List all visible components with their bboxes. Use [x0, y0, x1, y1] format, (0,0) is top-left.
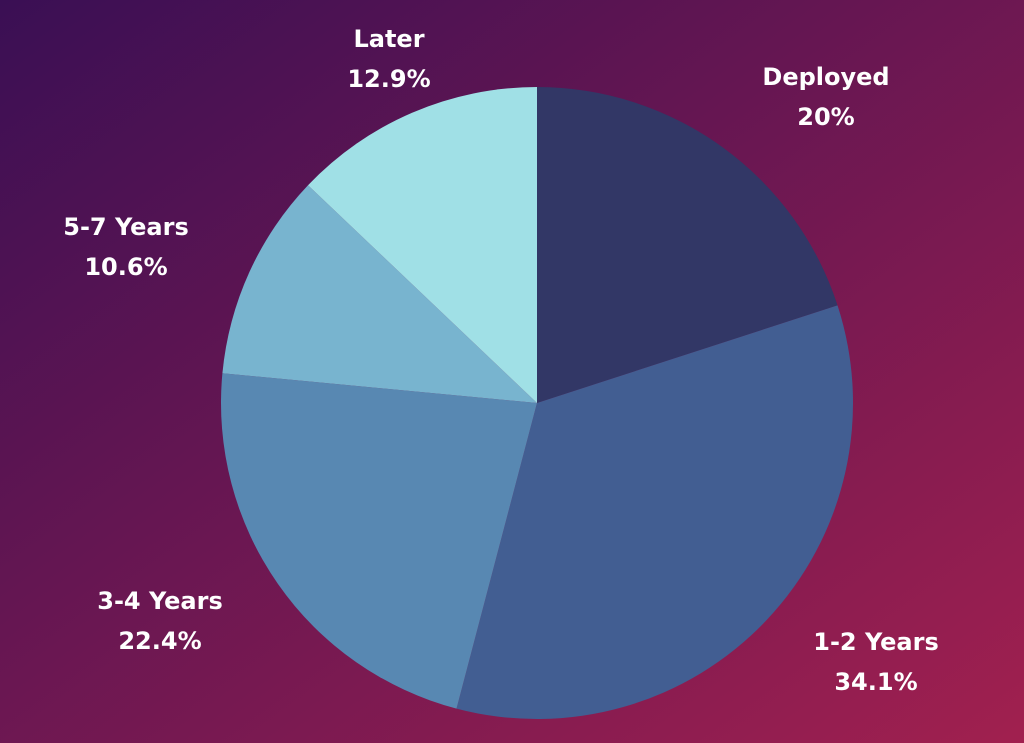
slice-value-label: 10.6% [84, 253, 167, 281]
slice-category: 1-2 Years [813, 628, 938, 656]
slice-category: Deployed [762, 63, 889, 91]
slice-value-label: 20% [797, 103, 854, 131]
pie-slice [537, 87, 838, 403]
slice-value-label: 12.9% [347, 65, 430, 93]
slice-category: 5-7 Years [63, 213, 188, 241]
slice-value-label: 34.1% [834, 668, 917, 696]
labels: Deployed 20% 1-2 Years 34.1% 3-4 Years 22.4% 5… [63, 25, 938, 696]
slice-category: Later [353, 25, 424, 53]
slice-value-label: 22.4% [118, 627, 201, 655]
slice-category: 3-4 Years [97, 587, 222, 615]
pie-slice [222, 185, 538, 403]
pie-slice [308, 87, 537, 403]
pie-slice [220, 373, 538, 709]
pie [220, 87, 854, 719]
pie-slice [456, 305, 854, 719]
